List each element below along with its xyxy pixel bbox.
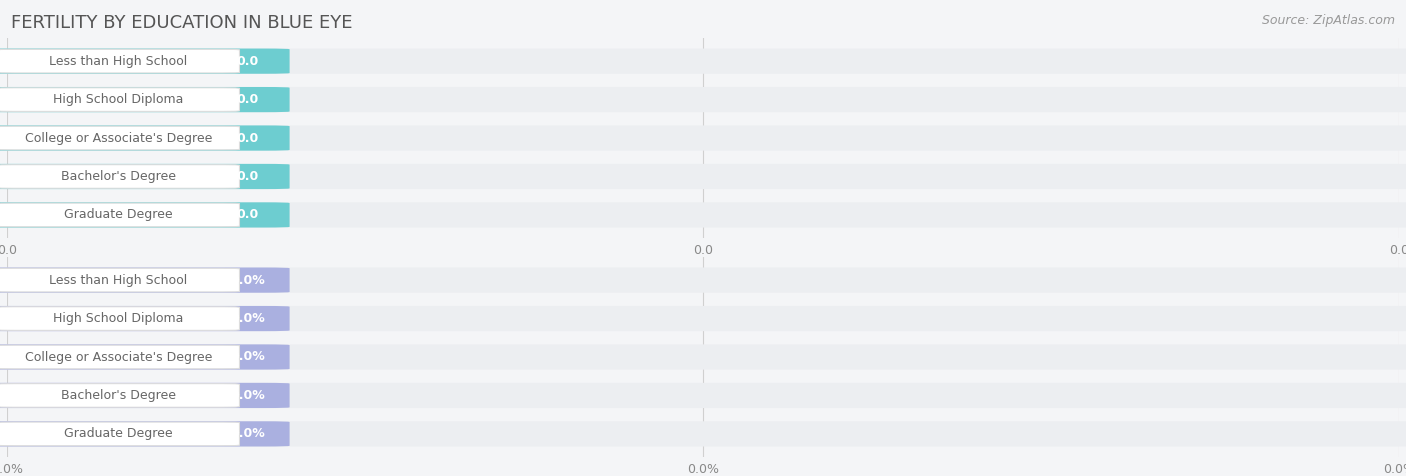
Text: Less than High School: Less than High School	[49, 55, 187, 68]
FancyBboxPatch shape	[0, 345, 290, 369]
Text: Bachelor's Degree: Bachelor's Degree	[60, 389, 176, 402]
Text: 0.0: 0.0	[236, 131, 259, 145]
FancyBboxPatch shape	[0, 307, 239, 330]
FancyBboxPatch shape	[0, 87, 290, 112]
FancyBboxPatch shape	[0, 268, 239, 292]
Text: FERTILITY BY EDUCATION IN BLUE EYE: FERTILITY BY EDUCATION IN BLUE EYE	[11, 14, 353, 32]
FancyBboxPatch shape	[0, 422, 239, 446]
Text: College or Associate's Degree: College or Associate's Degree	[25, 350, 212, 364]
Text: 0.0%: 0.0%	[231, 427, 266, 440]
FancyBboxPatch shape	[0, 421, 290, 446]
Text: High School Diploma: High School Diploma	[53, 93, 184, 106]
Text: 0.0%: 0.0%	[231, 389, 266, 402]
FancyBboxPatch shape	[0, 126, 239, 150]
FancyBboxPatch shape	[0, 202, 290, 228]
Text: 0.0%: 0.0%	[231, 350, 266, 364]
Text: 0.0: 0.0	[236, 55, 259, 68]
Text: 0.0: 0.0	[236, 170, 259, 183]
Text: Graduate Degree: Graduate Degree	[65, 208, 173, 221]
FancyBboxPatch shape	[0, 345, 239, 369]
FancyBboxPatch shape	[0, 126, 290, 150]
FancyBboxPatch shape	[0, 164, 290, 189]
FancyBboxPatch shape	[0, 87, 1406, 112]
FancyBboxPatch shape	[0, 126, 1406, 150]
FancyBboxPatch shape	[0, 49, 290, 74]
Text: 0.0: 0.0	[236, 93, 259, 106]
FancyBboxPatch shape	[0, 383, 290, 408]
Text: High School Diploma: High School Diploma	[53, 312, 184, 325]
FancyBboxPatch shape	[0, 164, 1406, 189]
Text: College or Associate's Degree: College or Associate's Degree	[25, 131, 212, 145]
Text: 0.0%: 0.0%	[231, 274, 266, 287]
Text: Source: ZipAtlas.com: Source: ZipAtlas.com	[1261, 14, 1395, 27]
FancyBboxPatch shape	[0, 268, 290, 293]
Text: 0.0%: 0.0%	[231, 312, 266, 325]
Text: Less than High School: Less than High School	[49, 274, 187, 287]
FancyBboxPatch shape	[0, 202, 1406, 228]
FancyBboxPatch shape	[0, 88, 239, 111]
FancyBboxPatch shape	[0, 421, 1406, 446]
Text: Graduate Degree: Graduate Degree	[65, 427, 173, 440]
FancyBboxPatch shape	[0, 165, 239, 188]
Text: Bachelor's Degree: Bachelor's Degree	[60, 170, 176, 183]
FancyBboxPatch shape	[0, 268, 1406, 293]
FancyBboxPatch shape	[0, 203, 239, 227]
FancyBboxPatch shape	[0, 384, 239, 407]
FancyBboxPatch shape	[0, 383, 1406, 408]
Text: 0.0: 0.0	[236, 208, 259, 221]
FancyBboxPatch shape	[0, 49, 1406, 74]
FancyBboxPatch shape	[0, 306, 290, 331]
FancyBboxPatch shape	[0, 50, 239, 73]
FancyBboxPatch shape	[0, 306, 1406, 331]
FancyBboxPatch shape	[0, 345, 1406, 369]
